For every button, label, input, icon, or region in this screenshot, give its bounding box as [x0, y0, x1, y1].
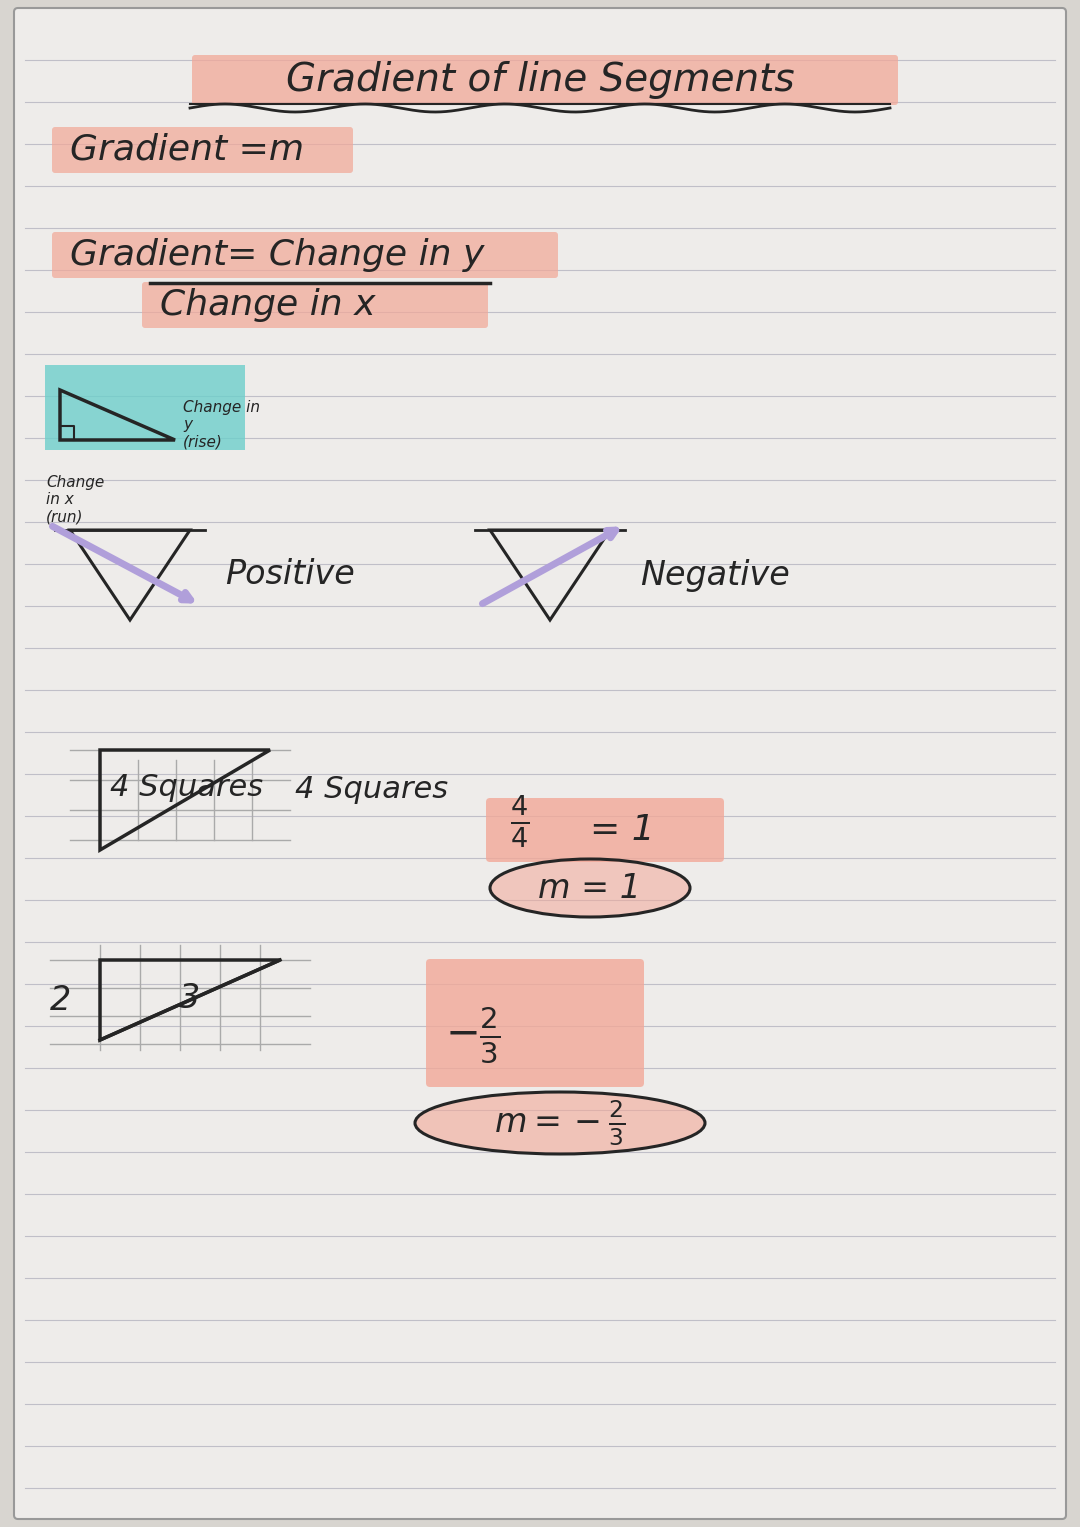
- Ellipse shape: [490, 860, 690, 918]
- FancyBboxPatch shape: [426, 959, 644, 1087]
- Text: = 1: = 1: [590, 812, 654, 847]
- FancyBboxPatch shape: [52, 232, 558, 278]
- FancyBboxPatch shape: [45, 365, 245, 450]
- Text: m = 1: m = 1: [539, 872, 642, 904]
- Text: $\frac{4}{4}$: $\frac{4}{4}$: [510, 794, 529, 851]
- Text: Gradient =m: Gradient =m: [70, 133, 305, 166]
- Text: Gradient= Change in y: Gradient= Change in y: [70, 238, 484, 272]
- FancyBboxPatch shape: [192, 55, 897, 105]
- Text: Positive: Positive: [225, 559, 354, 591]
- Text: Negative: Negative: [640, 559, 789, 591]
- Text: Change in
y
(rise): Change in y (rise): [183, 400, 260, 450]
- Ellipse shape: [415, 1092, 705, 1154]
- Text: 4 Squares: 4 Squares: [110, 774, 264, 803]
- FancyBboxPatch shape: [14, 8, 1066, 1519]
- FancyBboxPatch shape: [141, 282, 488, 328]
- FancyBboxPatch shape: [486, 799, 724, 863]
- Text: Change in x: Change in x: [160, 289, 376, 322]
- Text: 3: 3: [179, 982, 201, 1014]
- Text: Change
in x
(run): Change in x (run): [46, 475, 105, 525]
- Text: $m = -\frac{2}{3}$: $m = -\frac{2}{3}$: [495, 1098, 625, 1148]
- Text: 4 Squares: 4 Squares: [295, 776, 448, 805]
- Text: 2: 2: [50, 983, 70, 1017]
- FancyBboxPatch shape: [52, 127, 353, 173]
- Text: $-\frac{2}{3}$: $-\frac{2}{3}$: [445, 1005, 500, 1066]
- Text: Gradient of line Segments: Gradient of line Segments: [286, 61, 794, 99]
